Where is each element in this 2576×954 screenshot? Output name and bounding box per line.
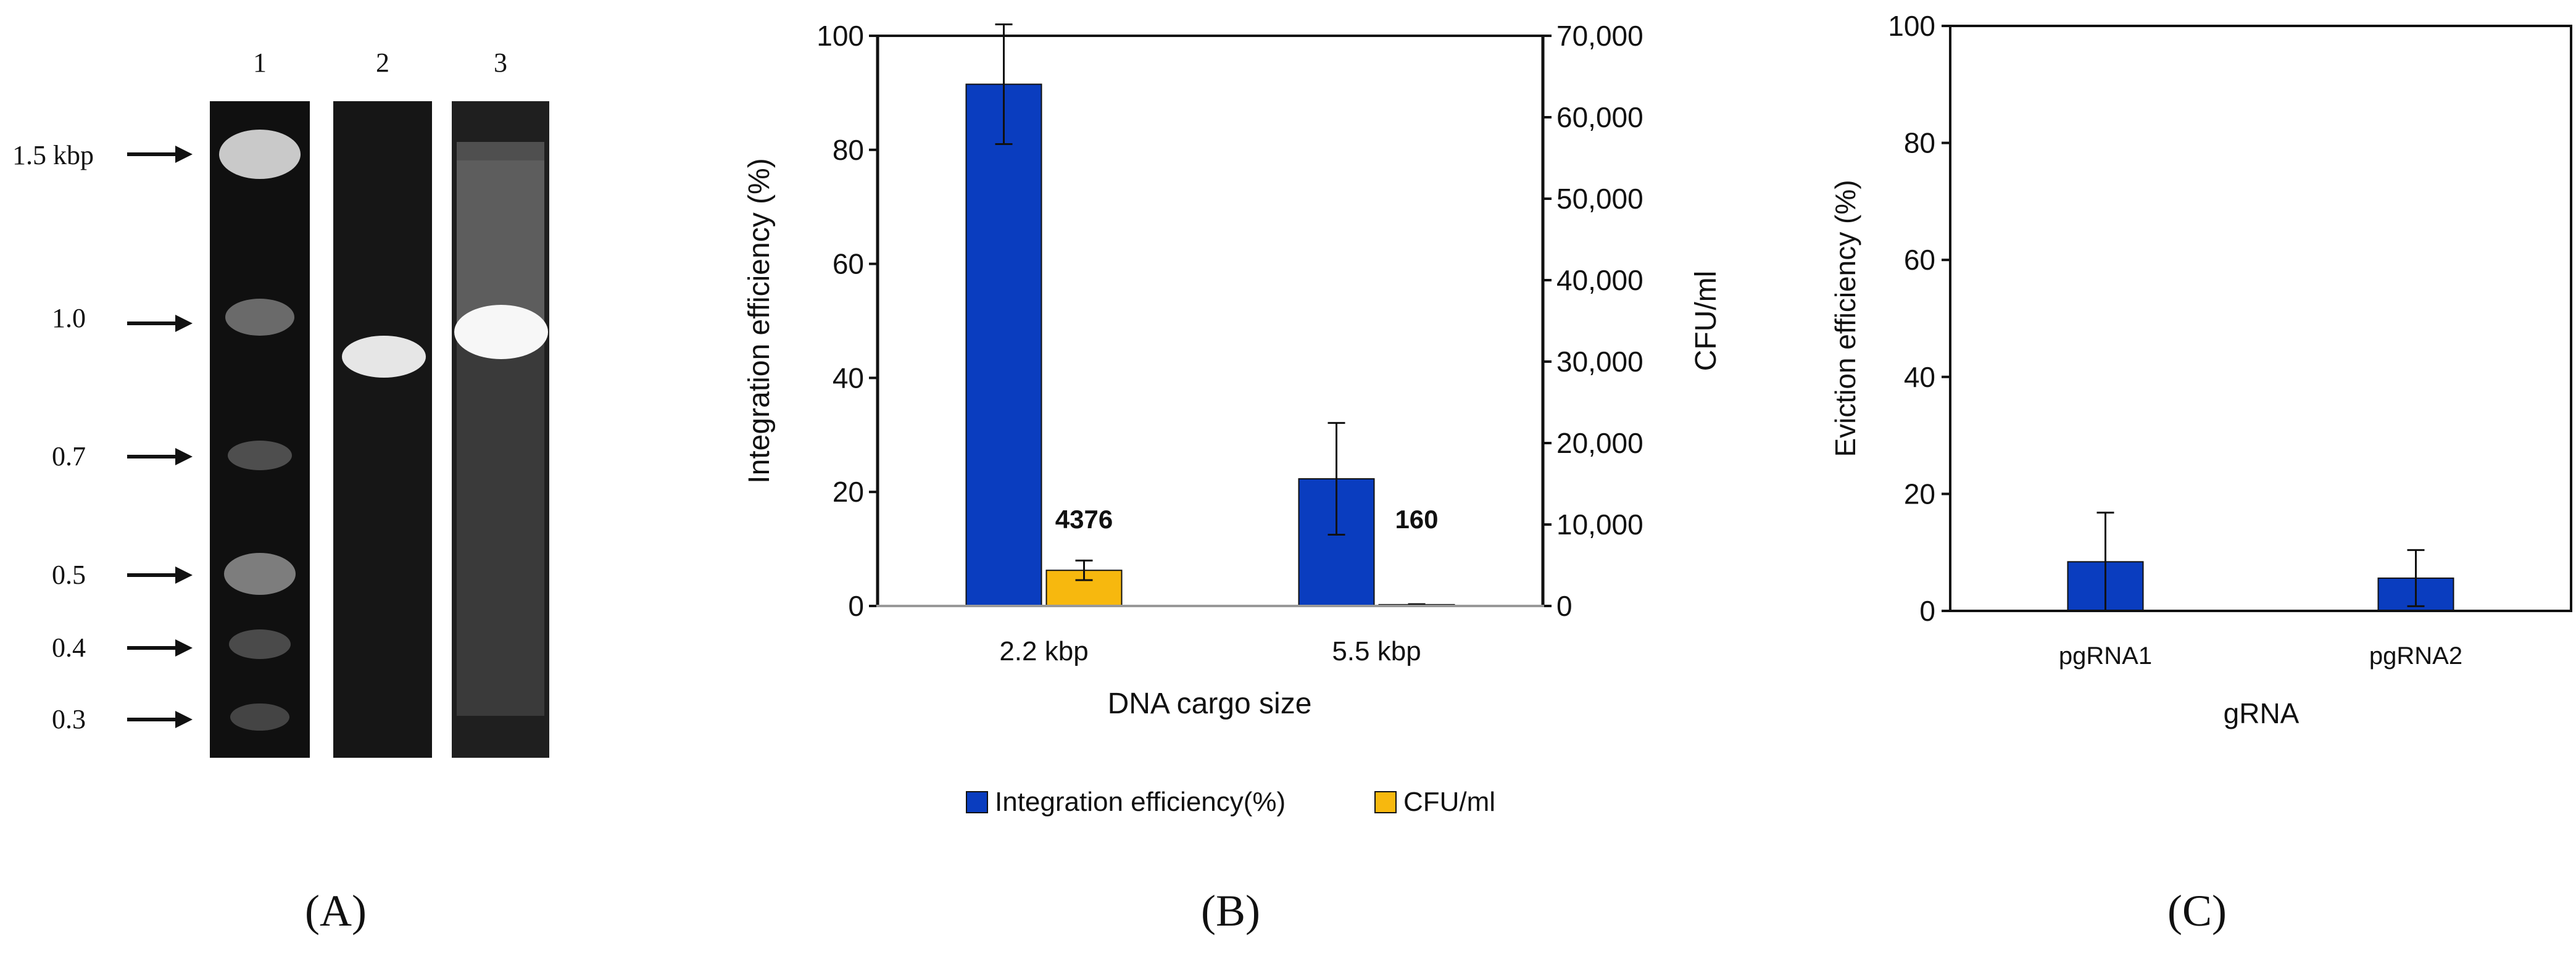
- ladder-label: 1.0: [52, 303, 86, 333]
- ladder-marker-4: 0.4: [52, 633, 193, 663]
- ladder-band-0.4: [229, 629, 291, 659]
- ladder-label: 0.5: [52, 560, 86, 590]
- legend: Integration efficiency(%) CFU/ml: [966, 787, 1495, 817]
- ladder-band-1.5: [219, 130, 301, 179]
- y-tick-label: 80: [833, 134, 864, 166]
- y2-tick-label: 20,000: [1556, 427, 1643, 459]
- ladder-marker-3: 0.5: [52, 560, 193, 590]
- ladder-label: 0.4: [52, 633, 86, 663]
- gel-lane-1: [210, 101, 310, 758]
- y-tick-label: 80: [1904, 127, 1935, 159]
- panel-label-a: (A): [305, 886, 367, 935]
- legend-swatch-integration: [966, 791, 988, 813]
- ladder-label: 1.5 kbp: [12, 140, 94, 170]
- bar-integration: [965, 83, 1042, 607]
- ladder-band-0.3: [230, 703, 289, 731]
- y-axis-title: Eviction efficiency (%): [1829, 180, 1861, 457]
- y-tick-label: 0: [1919, 595, 1935, 627]
- y-tick-label: 60: [833, 248, 864, 280]
- ladder-band-0.5: [224, 553, 296, 595]
- legend-swatch-cfu: [1374, 791, 1397, 813]
- x-axis-title: DNA cargo size: [1108, 687, 1312, 720]
- y2-tick-label: 70,000: [1556, 20, 1643, 52]
- x-axis-title: gRNA: [2224, 697, 2300, 729]
- lane-3-band: [454, 305, 548, 359]
- panel-label-c: (C): [2167, 886, 2227, 935]
- panel-c-chart: 0 20 40 60 80 100 pgRNA1 pgRNA2 Eviction effici…: [1829, 10, 2572, 729]
- ladder-marker-0: 1.5 kbp: [12, 140, 193, 170]
- gel-lane-3: [452, 101, 549, 758]
- y-tick-label: 60: [1904, 244, 1935, 276]
- panel-b-chart: 0 20 40 60 80 100 0 10,000 20,000 30,000 40,000 50,…: [743, 20, 1722, 817]
- y2-tick-label: 10,000: [1556, 508, 1643, 541]
- ladder-band-0.7: [228, 441, 292, 470]
- arrow-head: [175, 315, 193, 332]
- y-tick-label: 40: [1904, 361, 1935, 393]
- y2-tick-label: 30,000: [1556, 346, 1643, 378]
- x-tick-label: 5.5 kbp: [1332, 636, 1421, 666]
- y2-tick-label: 0: [1556, 590, 1573, 622]
- arrow-head: [175, 566, 193, 584]
- legend-label-integration: Integration efficiency(%): [995, 787, 1286, 817]
- legend-label-cfu: CFU/ml: [1403, 787, 1495, 817]
- gel-lane-3-smear: [457, 160, 544, 716]
- data-label: 160: [1395, 505, 1438, 534]
- ladder-label: 0.3: [52, 704, 86, 734]
- ladder-label: 0.7: [52, 441, 86, 471]
- arrow-head: [175, 146, 193, 163]
- arrow-head: [175, 711, 193, 728]
- arrow-head: [175, 639, 193, 657]
- y-tick-label: 40: [833, 362, 864, 394]
- ladder-marker-5: 0.3: [52, 704, 193, 734]
- y-tick-label: 20: [833, 476, 864, 508]
- data-label: 4376: [1055, 505, 1113, 534]
- ladder-marker-2: 0.7: [52, 441, 193, 471]
- y2-tick-label: 60,000: [1556, 101, 1643, 133]
- x-tick-label: pgRNA1: [2059, 642, 2152, 670]
- y-tick-label: 100: [816, 20, 864, 52]
- lane-number-3: 3: [494, 48, 507, 78]
- plot-frame: [1949, 25, 2572, 612]
- x-tick-label: pgRNA2: [2369, 642, 2462, 670]
- lane-number-1: 1: [253, 48, 267, 78]
- y2-tick-label: 50,000: [1556, 183, 1643, 215]
- y-axis-title: Integration efficiency (%): [743, 158, 776, 483]
- y2-axis-title: CFU/ml: [1690, 271, 1722, 371]
- panel-a-gel: 1 2 3 1.5 kbp 1.0 0.7 0.5 0.4: [12, 48, 549, 758]
- y2-tick-label: 40,000: [1556, 264, 1643, 296]
- lane-number-2: 2: [376, 48, 389, 78]
- gel-lane-2: [333, 101, 432, 758]
- panel-label-b: (B): [1201, 886, 1260, 935]
- y-tick-label: 20: [1904, 478, 1935, 510]
- x-tick-label: 2.2 kbp: [999, 636, 1088, 666]
- y-tick-label: 100: [1888, 10, 1935, 42]
- y-tick-label: 0: [848, 590, 864, 622]
- ladder-band-1.0: [225, 299, 294, 336]
- gel-lane-3-smear-upper: [457, 142, 544, 327]
- arrow-head: [175, 448, 193, 465]
- lane-2-band: [342, 336, 426, 378]
- ladder-marker-1: 1.0: [52, 303, 193, 333]
